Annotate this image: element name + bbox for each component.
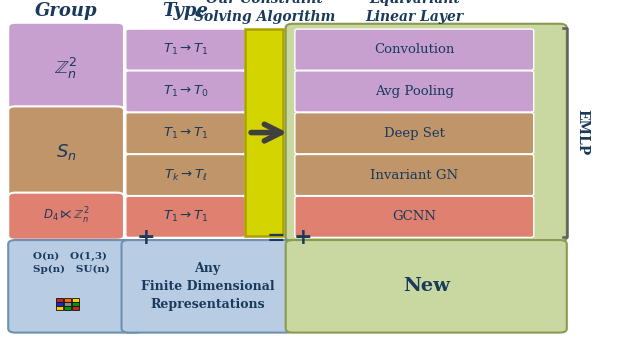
Text: Convolution: Convolution (374, 43, 454, 56)
Text: Deep Set: Deep Set (384, 127, 445, 140)
FancyBboxPatch shape (126, 196, 245, 237)
Text: $\mathbb{Z}^2_n$: $\mathbb{Z}^2_n$ (54, 56, 78, 81)
Text: Group: Group (35, 2, 98, 20)
Text: $T_1 \rightarrow T_0$: $T_1 \rightarrow T_0$ (163, 84, 209, 99)
Text: +: + (294, 227, 313, 249)
Text: $S_n$: $S_n$ (56, 142, 77, 162)
Bar (72, 302, 79, 306)
Text: $D_4 \ltimes \mathbb{Z}^2_n$: $D_4 \ltimes \mathbb{Z}^2_n$ (43, 206, 89, 226)
Text: Type: Type (163, 2, 209, 20)
FancyBboxPatch shape (8, 106, 124, 198)
Text: $T_1 \rightarrow T_1$: $T_1 \rightarrow T_1$ (163, 42, 209, 57)
FancyBboxPatch shape (295, 71, 534, 112)
Text: Equivariant
Linear Layer: Equivariant Linear Layer (365, 0, 463, 24)
FancyBboxPatch shape (8, 240, 142, 333)
FancyBboxPatch shape (286, 24, 567, 241)
Text: Avg Pooling: Avg Pooling (375, 85, 454, 98)
Text: Invariant GN: Invariant GN (370, 169, 458, 182)
Bar (64, 306, 71, 311)
Text: $T_k \rightarrow T_\ell$: $T_k \rightarrow T_\ell$ (164, 168, 207, 183)
Text: Sp(n)   SU(n): Sp(n) SU(n) (33, 265, 110, 275)
FancyBboxPatch shape (245, 29, 283, 236)
Text: $T_1 \rightarrow T_1$: $T_1 \rightarrow T_1$ (163, 126, 209, 141)
Bar (64, 302, 71, 306)
FancyBboxPatch shape (295, 113, 534, 154)
FancyBboxPatch shape (295, 29, 534, 70)
Text: O(n)   O(1,3): O(n) O(1,3) (33, 252, 107, 261)
Text: +: + (137, 227, 155, 249)
FancyBboxPatch shape (295, 155, 534, 196)
Bar (72, 298, 79, 302)
FancyBboxPatch shape (126, 71, 245, 112)
Text: Any
Finite Dimensional
Representations: Any Finite Dimensional Representations (141, 262, 274, 311)
Bar (72, 306, 79, 311)
Text: $T_1 \rightarrow T_1$: $T_1 \rightarrow T_1$ (163, 209, 209, 224)
Text: =: = (267, 227, 285, 249)
Text: EMLP: EMLP (575, 109, 589, 156)
Bar (56, 302, 63, 306)
FancyBboxPatch shape (295, 196, 534, 237)
Text: Our Constraint
Solving Algorithm: Our Constraint Solving Algorithm (193, 0, 335, 24)
Bar (56, 298, 63, 302)
FancyBboxPatch shape (121, 240, 293, 333)
FancyBboxPatch shape (286, 240, 567, 333)
Text: GCNN: GCNN (392, 210, 436, 223)
FancyBboxPatch shape (126, 29, 245, 70)
FancyBboxPatch shape (126, 113, 245, 154)
FancyBboxPatch shape (8, 193, 124, 240)
FancyBboxPatch shape (126, 155, 245, 196)
Bar (56, 306, 63, 311)
FancyBboxPatch shape (8, 23, 124, 114)
Text: New: New (403, 277, 450, 295)
Bar (64, 298, 71, 302)
